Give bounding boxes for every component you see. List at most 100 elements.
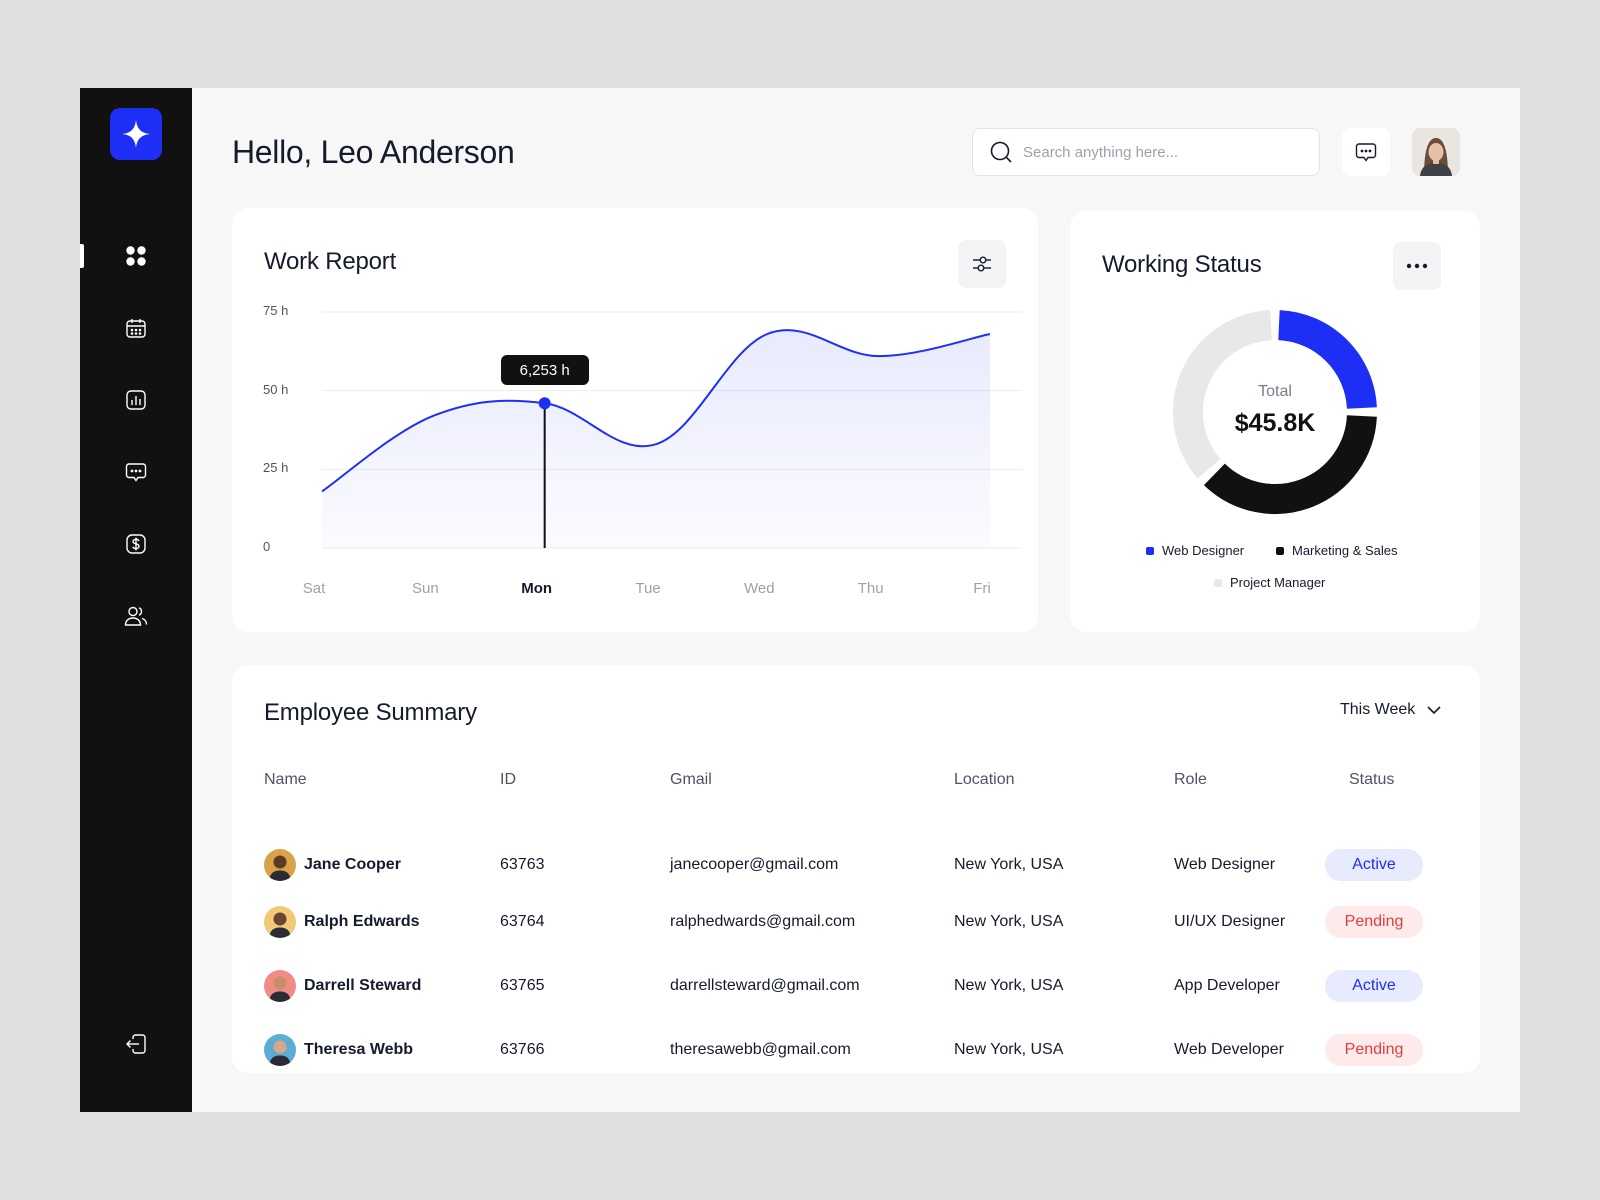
sidebar bbox=[80, 88, 192, 1112]
sidebar-item-payments[interactable] bbox=[116, 524, 156, 564]
sparkle-star-icon bbox=[122, 120, 150, 148]
logout-icon bbox=[126, 1034, 146, 1054]
calendar-icon bbox=[126, 319, 146, 338]
employee-name-cell: Jane Cooper bbox=[264, 849, 401, 881]
sidebar-item-dashboard[interactable] bbox=[80, 236, 156, 276]
messages-button[interactable] bbox=[1342, 128, 1390, 176]
y-tick-label: 50 h bbox=[263, 381, 289, 397]
table-row[interactable]: Theresa Webb 63766 theresawebb@gmail.com Ne… bbox=[232, 1025, 1480, 1075]
table-row[interactable]: Ralph Edwards 63764 ralphedwards@gmail.com… bbox=[232, 897, 1480, 947]
avatar bbox=[264, 1034, 296, 1066]
working-status-donut bbox=[1173, 310, 1377, 514]
working-status-card: Working Status Total $45.8K Web Designer… bbox=[1070, 211, 1480, 632]
avatar bbox=[264, 849, 296, 881]
status-badge: Active bbox=[1325, 849, 1423, 881]
employee-id: 63765 bbox=[500, 977, 545, 994]
period-dropdown[interactable]: This Week bbox=[1340, 701, 1443, 719]
legend-label: Marketing & Sales bbox=[1292, 543, 1398, 558]
employee-gmail: darrellsteward@gmail.com bbox=[670, 977, 860, 994]
donut-total-value: $45.8K bbox=[1234, 409, 1316, 437]
employee-location: New York, USA bbox=[954, 856, 1064, 873]
sidebar-item-messages[interactable] bbox=[116, 452, 156, 492]
y-tick-label: 75 h bbox=[263, 303, 289, 318]
chart-area-fill bbox=[322, 330, 990, 548]
work-line-chart bbox=[321, 311, 1022, 549]
app-window: Hello, Leo Anderson Work Report 75 h 50 h… bbox=[80, 88, 1520, 1112]
employee-name: Darrell Steward bbox=[304, 977, 422, 994]
column-header-role[interactable]: Role bbox=[1174, 771, 1207, 788]
employee-name: Theresa Webb bbox=[304, 1041, 414, 1058]
employee-summary-card: Employee Summary This Week Name ID Gmail… bbox=[232, 665, 1480, 1073]
column-header-location[interactable]: Location bbox=[954, 771, 1015, 788]
x-tick-label: Mon bbox=[521, 580, 553, 597]
person-icon bbox=[269, 855, 291, 881]
more-options-button[interactable] bbox=[1393, 242, 1441, 290]
app-logo[interactable] bbox=[110, 108, 162, 160]
x-tick-label: Thu bbox=[857, 580, 884, 597]
column-header-status[interactable]: Status bbox=[1349, 771, 1395, 788]
legend-label: Project Manager bbox=[1230, 575, 1326, 590]
employee-location: New York, USA bbox=[954, 913, 1064, 930]
status-badge: Pending bbox=[1325, 1034, 1423, 1066]
work-report-title: Work Report bbox=[264, 248, 397, 275]
x-tick-label: Tue bbox=[635, 580, 661, 597]
employee-gmail: theresawebb@gmail.com bbox=[670, 1041, 851, 1058]
employee-role: UI/UX Designer bbox=[1174, 913, 1286, 930]
column-header-id[interactable]: ID bbox=[500, 771, 516, 788]
employee-id: 63766 bbox=[500, 1041, 545, 1058]
employee-name: Jane Cooper bbox=[304, 856, 401, 873]
status-badge: Active bbox=[1325, 970, 1423, 1002]
search-icon bbox=[990, 141, 1012, 163]
search-input[interactable] bbox=[1023, 143, 1303, 161]
x-tick-label: Wed bbox=[744, 580, 775, 597]
employee-location: New York, USA bbox=[954, 1041, 1064, 1058]
employee-gmail: ralphedwards@gmail.com bbox=[670, 913, 856, 930]
legend-swatch bbox=[1214, 578, 1222, 587]
users-icon bbox=[124, 606, 148, 626]
sliders-icon bbox=[973, 256, 991, 272]
sidebar-item-calendar[interactable] bbox=[116, 308, 156, 348]
person-icon bbox=[269, 1040, 291, 1066]
employee-role: Web Designer bbox=[1174, 856, 1276, 873]
employee-name: Ralph Edwards bbox=[304, 913, 420, 930]
table-row[interactable]: Jane Cooper 63763 janecooper@gmail.com New … bbox=[232, 840, 1480, 890]
donut-total-label: Total bbox=[1258, 383, 1292, 400]
x-tick-label: Sun bbox=[411, 580, 439, 597]
dollar-icon bbox=[126, 534, 146, 554]
avatar bbox=[264, 970, 296, 1002]
chat-icon bbox=[125, 463, 147, 482]
column-header-gmail[interactable]: Gmail bbox=[670, 771, 712, 788]
employee-id: 63764 bbox=[500, 913, 545, 930]
sidebar-item-team[interactable] bbox=[116, 596, 156, 636]
donut-segment-marketing-sales[interactable] bbox=[1203, 414, 1377, 514]
highlighted-data-point[interactable] bbox=[538, 397, 551, 410]
chart-tooltip: 6,253 h bbox=[500, 355, 589, 386]
table-row[interactable]: Darrell Steward 63765 darrellsteward@gmail… bbox=[232, 961, 1480, 1011]
period-label: This Week bbox=[1340, 701, 1416, 718]
legend-label: Web Designer bbox=[1162, 543, 1245, 558]
donut-segment-project-manager[interactable] bbox=[1173, 310, 1273, 479]
employee-name-cell: Theresa Webb bbox=[264, 1034, 413, 1066]
legend-item: Web Designer bbox=[1146, 543, 1244, 558]
y-tick-label: 0 bbox=[263, 539, 271, 554]
employee-location: New York, USA bbox=[954, 977, 1064, 994]
employee-summary-title: Employee Summary bbox=[264, 699, 477, 726]
legend-item: Marketing & Sales bbox=[1276, 543, 1398, 558]
chart-series-line bbox=[321, 329, 991, 493]
legend-item: Project Manager bbox=[1214, 575, 1325, 590]
user-photo-icon bbox=[1412, 128, 1460, 176]
filter-button[interactable] bbox=[958, 240, 1006, 288]
person-icon bbox=[269, 912, 291, 938]
x-tick-label: Sat bbox=[302, 580, 326, 597]
employee-name-cell: Ralph Edwards bbox=[264, 906, 420, 938]
page-title: Hello, Leo Anderson bbox=[232, 134, 515, 170]
donut-segment-web-designer[interactable] bbox=[1277, 310, 1377, 410]
search-bar[interactable] bbox=[972, 128, 1320, 176]
sidebar-item-reports[interactable] bbox=[116, 380, 156, 420]
employee-name-cell: Darrell Steward bbox=[264, 970, 421, 1002]
column-header-name[interactable]: Name bbox=[264, 771, 307, 788]
logout-button[interactable] bbox=[116, 1024, 156, 1064]
work-report-card: Work Report 75 h 50 h 25 h 0 6,253 h bbox=[232, 208, 1038, 632]
chevron-down-icon bbox=[1427, 706, 1441, 715]
user-avatar[interactable] bbox=[1412, 128, 1460, 176]
